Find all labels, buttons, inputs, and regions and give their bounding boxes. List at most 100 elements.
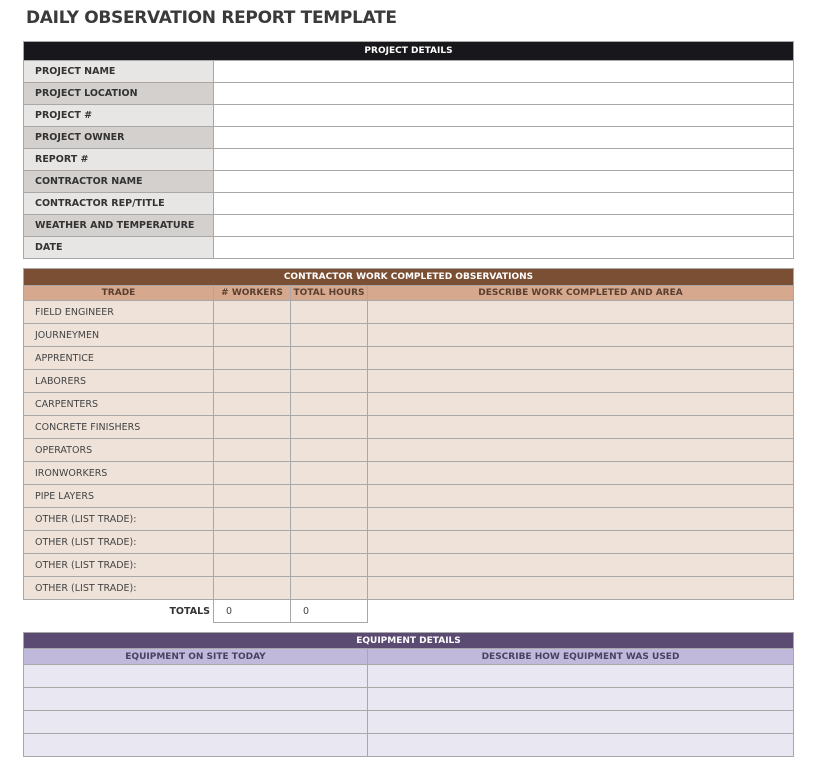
- equipment-input[interactable]: [23, 687, 368, 711]
- hours-input[interactable]: [290, 576, 368, 600]
- project-field-input[interactable]: [213, 82, 794, 105]
- equipment-usage-input[interactable]: [367, 687, 794, 711]
- column-header-equipment: EQUIPMENT ON SITE TODAY: [23, 648, 368, 665]
- trade-row: OTHER (LIST TRADE):: [23, 553, 794, 577]
- project-field-label: CONTRACTOR NAME: [23, 170, 214, 193]
- hours-input[interactable]: [290, 530, 368, 554]
- hours-input[interactable]: [290, 507, 368, 531]
- hours-input[interactable]: [290, 415, 368, 439]
- equipment-input[interactable]: [23, 710, 368, 734]
- work-description-input[interactable]: [367, 438, 794, 462]
- project-field-row: PROJECT NAME: [23, 60, 794, 83]
- work-description-input[interactable]: [367, 300, 794, 324]
- totals-spacer: [367, 599, 794, 623]
- project-field-row: WEATHER AND TEMPERATURE: [23, 214, 794, 237]
- workers-input[interactable]: [213, 553, 291, 577]
- total-hours: 0: [290, 599, 368, 623]
- work-description-input[interactable]: [367, 392, 794, 416]
- workers-input[interactable]: [213, 530, 291, 554]
- project-field-input[interactable]: [213, 236, 794, 259]
- column-header-describe: DESCRIBE WORK COMPLETED AND AREA: [367, 285, 794, 301]
- totals-row: TOTALS 0 0: [23, 599, 794, 623]
- workers-input[interactable]: [213, 576, 291, 600]
- trade-row: LABORERS: [23, 369, 794, 393]
- work-description-input[interactable]: [367, 461, 794, 485]
- workers-input[interactable]: [213, 484, 291, 508]
- contractor-work-table: CONTRACTOR WORK COMPLETED OBSERVATIONS T…: [23, 268, 794, 623]
- work-description-input[interactable]: [367, 530, 794, 554]
- equipment-row: [23, 664, 794, 688]
- project-field-input[interactable]: [213, 148, 794, 171]
- equipment-usage-input[interactable]: [367, 710, 794, 734]
- workers-input[interactable]: [213, 507, 291, 531]
- trade-row: OTHER (LIST TRADE):: [23, 576, 794, 600]
- work-description-input[interactable]: [367, 484, 794, 508]
- equipment-row: [23, 733, 794, 757]
- trade-label: LABORERS: [23, 369, 214, 393]
- total-workers: 0: [213, 599, 291, 623]
- trade-row: PIPE LAYERS: [23, 484, 794, 508]
- project-field-input[interactable]: [213, 104, 794, 127]
- hours-input[interactable]: [290, 553, 368, 577]
- project-field-input[interactable]: [213, 214, 794, 237]
- hours-input[interactable]: [290, 346, 368, 370]
- work-description-input[interactable]: [367, 553, 794, 577]
- hours-input[interactable]: [290, 369, 368, 393]
- equipment-usage-input[interactable]: [367, 733, 794, 757]
- project-field-label: DATE: [23, 236, 214, 259]
- trade-row: FIELD ENGINEER: [23, 300, 794, 324]
- trade-row: OTHER (LIST TRADE):: [23, 507, 794, 531]
- workers-input[interactable]: [213, 300, 291, 324]
- contractor-work-header: CONTRACTOR WORK COMPLETED OBSERVATIONS: [23, 268, 794, 286]
- equipment-input[interactable]: [23, 733, 368, 757]
- trade-label: JOURNEYMEN: [23, 323, 214, 347]
- workers-input[interactable]: [213, 438, 291, 462]
- hours-input[interactable]: [290, 438, 368, 462]
- hours-input[interactable]: [290, 300, 368, 324]
- work-description-input[interactable]: [367, 346, 794, 370]
- workers-input[interactable]: [213, 392, 291, 416]
- project-field-input[interactable]: [213, 192, 794, 215]
- project-field-input[interactable]: [213, 126, 794, 149]
- workers-input[interactable]: [213, 369, 291, 393]
- work-description-input[interactable]: [367, 323, 794, 347]
- column-header-hours: TOTAL HOURS: [290, 285, 368, 301]
- work-description-input[interactable]: [367, 415, 794, 439]
- trade-label: CONCRETE FINISHERS: [23, 415, 214, 439]
- hours-input[interactable]: [290, 484, 368, 508]
- totals-label: TOTALS: [23, 599, 214, 623]
- trade-label: CARPENTERS: [23, 392, 214, 416]
- project-field-label: PROJECT OWNER: [23, 126, 214, 149]
- workers-input[interactable]: [213, 415, 291, 439]
- project-field-label: PROJECT NAME: [23, 60, 214, 83]
- project-field-input[interactable]: [213, 170, 794, 193]
- work-description-input[interactable]: [367, 576, 794, 600]
- trade-label: OTHER (LIST TRADE):: [23, 553, 214, 577]
- equipment-input[interactable]: [23, 664, 368, 688]
- trade-row: APPRENTICE: [23, 346, 794, 370]
- trade-label: OTHER (LIST TRADE):: [23, 530, 214, 554]
- project-details-header: PROJECT DETAILS: [23, 41, 794, 61]
- project-field-row: PROJECT #: [23, 104, 794, 127]
- trade-row: OTHER (LIST TRADE):: [23, 530, 794, 554]
- workers-input[interactable]: [213, 323, 291, 347]
- trade-label: PIPE LAYERS: [23, 484, 214, 508]
- project-details-table: PROJECT DETAILS PROJECT NAME PROJECT LOCA…: [23, 41, 794, 259]
- equipment-usage-input[interactable]: [367, 664, 794, 688]
- hours-input[interactable]: [290, 323, 368, 347]
- trade-row: OPERATORS: [23, 438, 794, 462]
- project-field-label: PROJECT #: [23, 104, 214, 127]
- workers-input[interactable]: [213, 346, 291, 370]
- hours-input[interactable]: [290, 461, 368, 485]
- work-description-input[interactable]: [367, 507, 794, 531]
- hours-input[interactable]: [290, 392, 368, 416]
- trade-label: OTHER (LIST TRADE):: [23, 576, 214, 600]
- equipment-details-table: EQUIPMENT DETAILS EQUIPMENT ON SITE TODA…: [23, 632, 794, 757]
- work-description-input[interactable]: [367, 369, 794, 393]
- equipment-row: [23, 687, 794, 711]
- trade-label: IRONWORKERS: [23, 461, 214, 485]
- project-field-label: CONTRACTOR REP/TITLE: [23, 192, 214, 215]
- project-field-input[interactable]: [213, 60, 794, 83]
- equipment-row: [23, 710, 794, 734]
- workers-input[interactable]: [213, 461, 291, 485]
